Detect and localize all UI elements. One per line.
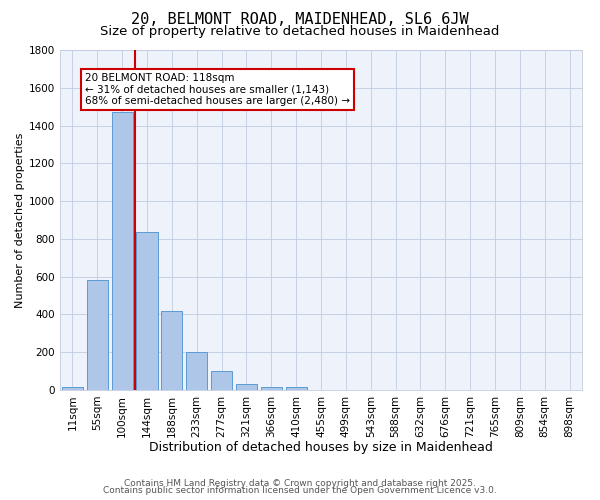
Y-axis label: Number of detached properties: Number of detached properties xyxy=(15,132,25,308)
Bar xyxy=(186,352,207,390)
X-axis label: Distribution of detached houses by size in Maidenhead: Distribution of detached houses by size … xyxy=(149,441,493,454)
Bar xyxy=(112,112,133,390)
Bar xyxy=(161,310,182,390)
Bar xyxy=(136,232,158,390)
Bar xyxy=(261,386,282,390)
Bar xyxy=(286,387,307,390)
Bar xyxy=(62,387,83,390)
Bar xyxy=(236,384,257,390)
Text: Contains public sector information licensed under the Open Government Licence v3: Contains public sector information licen… xyxy=(103,486,497,495)
Text: Contains HM Land Registry data © Crown copyright and database right 2025.: Contains HM Land Registry data © Crown c… xyxy=(124,478,476,488)
Text: Size of property relative to detached houses in Maidenhead: Size of property relative to detached ho… xyxy=(100,25,500,38)
Bar xyxy=(87,280,108,390)
Text: 20, BELMONT ROAD, MAIDENHEAD, SL6 6JW: 20, BELMONT ROAD, MAIDENHEAD, SL6 6JW xyxy=(131,12,469,28)
Text: 20 BELMONT ROAD: 118sqm
← 31% of detached houses are smaller (1,143)
68% of semi: 20 BELMONT ROAD: 118sqm ← 31% of detache… xyxy=(85,72,350,106)
Bar xyxy=(211,371,232,390)
